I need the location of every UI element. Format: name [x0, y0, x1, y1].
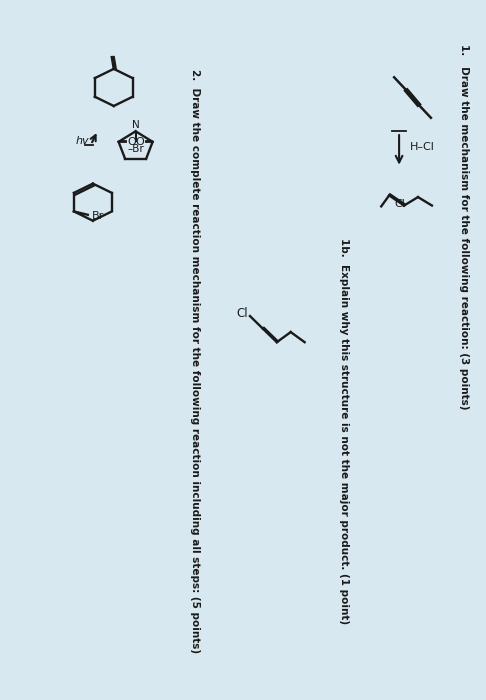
Text: Br: Br — [92, 211, 104, 220]
Text: –Br: –Br — [127, 144, 144, 154]
Text: Cl: Cl — [395, 199, 405, 209]
Text: N: N — [132, 120, 139, 130]
Text: Cl: Cl — [236, 307, 248, 320]
Text: O: O — [127, 136, 136, 147]
Text: O: O — [135, 136, 144, 147]
Text: 2.  Draw the complete reaction mechanism for the following reaction including al: 2. Draw the complete reaction mechanism … — [191, 69, 200, 653]
Text: H–Cl: H–Cl — [410, 142, 435, 153]
Text: 1.   Draw the mechanism for the following reaction: (3 points): 1. Draw the mechanism for the following … — [459, 43, 469, 409]
Text: 1b.  Explain why this structure is not the major product. (1 point): 1b. Explain why this structure is not th… — [339, 237, 349, 624]
Text: hv: hv — [76, 136, 90, 146]
